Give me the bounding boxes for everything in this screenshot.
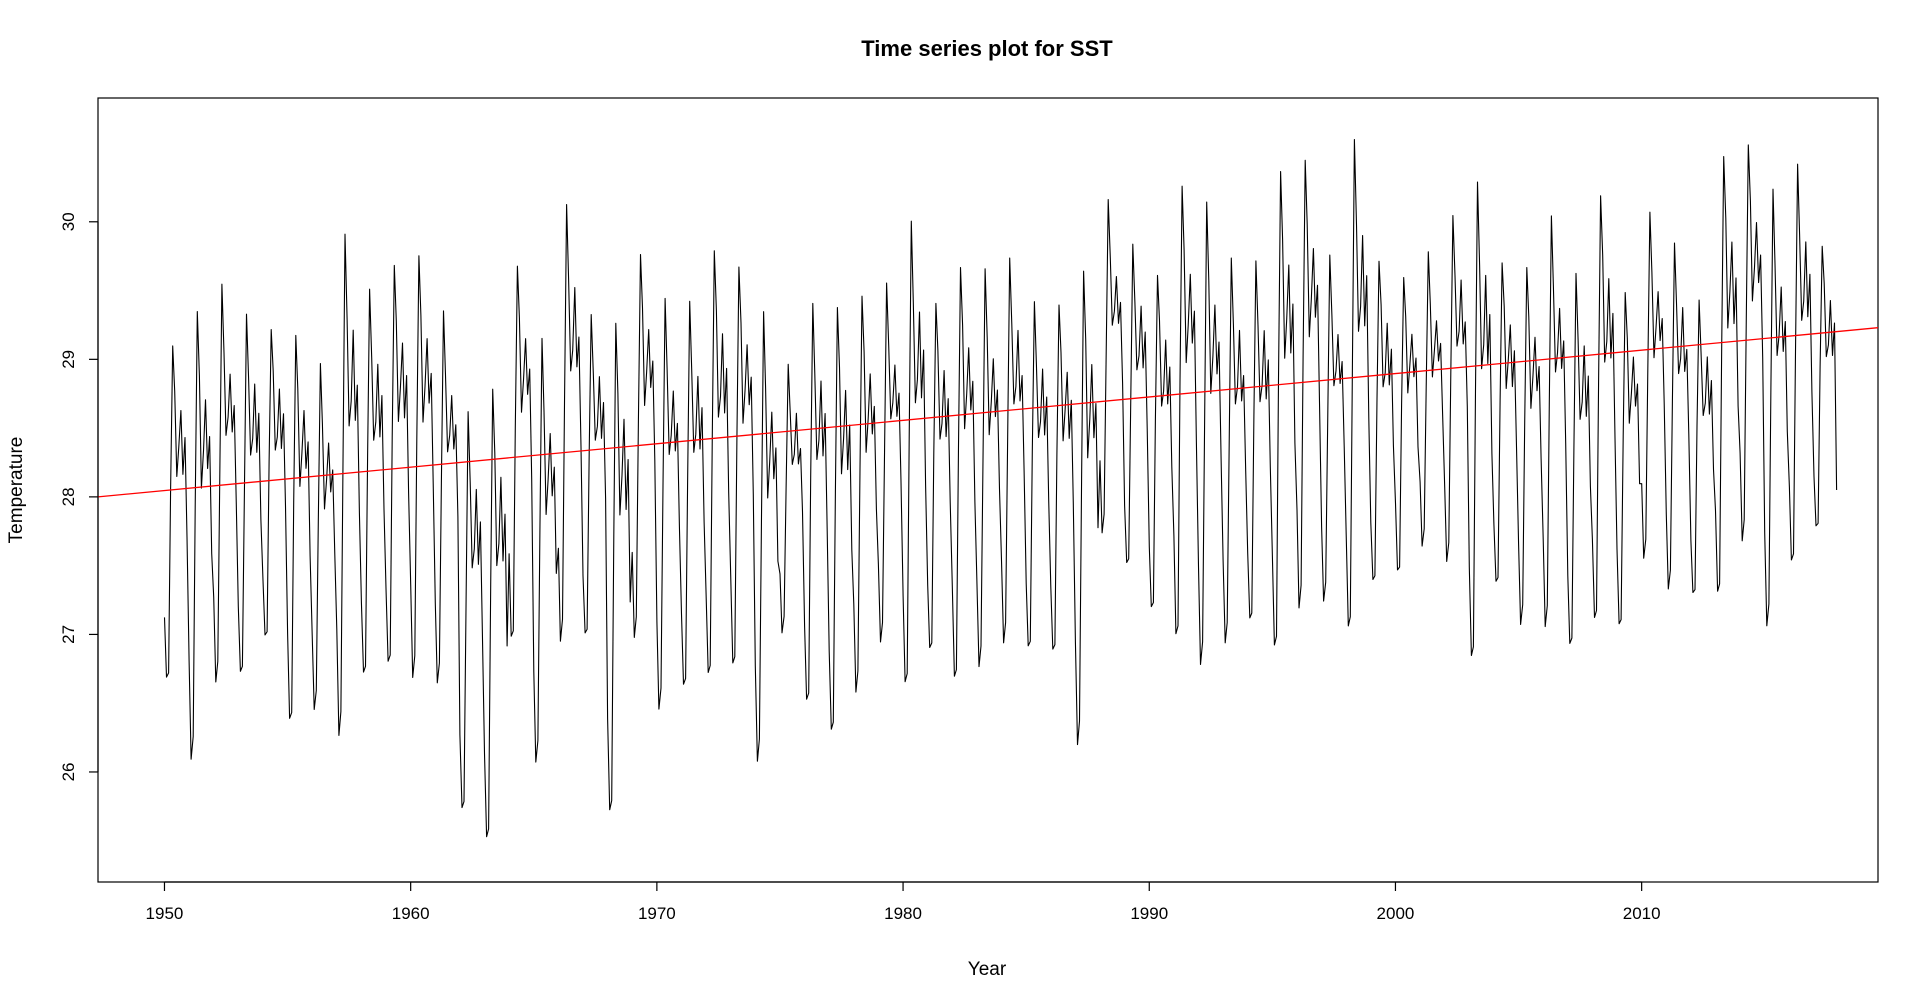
x-tick-label: 1990: [1130, 904, 1168, 923]
y-tick-label: 26: [59, 763, 78, 782]
plot-area: [97, 97, 1879, 883]
x-axis-label: Year: [968, 959, 1007, 980]
x-tick-label: 2000: [1377, 904, 1415, 923]
chart-title: Time series plot for SST: [861, 36, 1113, 61]
x-tick-label: 1970: [638, 904, 676, 923]
y-tick-label: 28: [59, 487, 78, 506]
x-tick-label: 1980: [884, 904, 922, 923]
y-tick-label: 27: [59, 625, 78, 644]
y-axis-label: Temperature: [6, 437, 27, 544]
y-tick-label: 29: [59, 350, 78, 369]
x-tick-label: 1960: [392, 904, 430, 923]
x-tick-label: 2010: [1623, 904, 1661, 923]
trend-line: [97, 327, 1879, 498]
y-tick-label: 30: [59, 212, 78, 231]
y-axis: 26 27 28 29 30: [59, 212, 99, 782]
x-tick-label: 1950: [146, 904, 184, 923]
plot-frame: [97, 97, 1879, 883]
trend-layer: [97, 327, 1879, 498]
sst-series-line: [163, 138, 1838, 838]
x-axis: 1950 1960 1970 1980 1990 2000 2010: [146, 881, 1661, 923]
series-layer: [163, 138, 1838, 838]
